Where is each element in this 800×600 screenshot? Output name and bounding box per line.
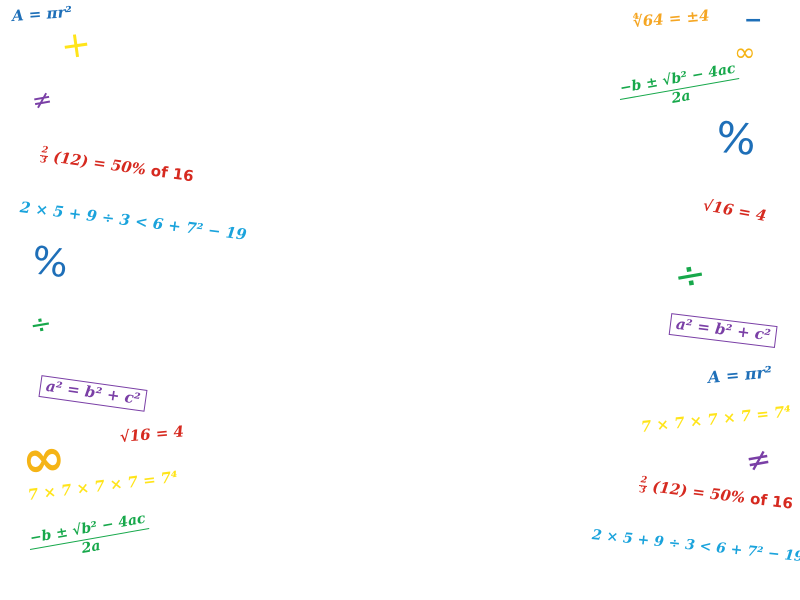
right-not-equal-sign: ≠ xyxy=(743,441,774,480)
right-percent-sign: % xyxy=(713,112,759,165)
right-circle-area-formula: A = πr² xyxy=(707,362,773,387)
left-fraction-percent-formula: 2 3 (12) = 50% of 16 xyxy=(39,145,195,187)
right-order-of-operations: 2 × 5 + 9 ÷ 3 < 6 + 7² − 19 xyxy=(591,527,800,566)
left-fraction-of: of 16 xyxy=(149,161,195,186)
right-fraction-percent-formula: 2 3 (12) = 50% of 16 xyxy=(638,475,794,515)
left-percent-sign: % xyxy=(29,237,71,287)
left-sqrt-16: √16 = 4 xyxy=(119,422,185,446)
left-fraction-denominator: 3 xyxy=(39,155,48,167)
left-divide-sign: ÷ xyxy=(27,308,55,342)
left-order-of-operations: 2 × 5 + 9 ÷ 3 < 6 + 7² − 19 xyxy=(18,198,248,244)
right-divide-sign: ÷ xyxy=(670,250,710,300)
right-sqrt-16: √16 = 4 xyxy=(701,196,768,226)
left-fraction: 2 3 xyxy=(39,145,50,167)
left-fraction-rest: (12) = 50% xyxy=(52,147,148,179)
left-infinity-sign: ∞ xyxy=(18,426,69,492)
left-not-equal-sign: ≠ xyxy=(29,84,55,116)
left-quadratic-formula: −b ± √b² − 4ac 2a xyxy=(27,511,153,567)
right-fraction-of: of 16 xyxy=(749,489,794,513)
right-fraction-rest: (12) = 50% xyxy=(651,477,747,507)
right-infinity-sign: ∞ xyxy=(734,38,756,68)
right-fraction-denominator: 3 xyxy=(638,485,647,497)
right-pythagorean-box: a² = b² + c² xyxy=(668,313,778,348)
right-minus-sign: − xyxy=(744,8,763,33)
right-fourth-root: ∜64 = ±4 xyxy=(632,6,711,31)
left-pythagorean-box: a² = b² + c² xyxy=(38,375,148,412)
left-plus-sign: + xyxy=(58,23,94,68)
right-fraction: 2 3 xyxy=(638,475,649,497)
right-power-formula: 7 × 7 × 7 × 7 = 7⁴ xyxy=(640,402,792,436)
left-circle-area-formula: A = πr² xyxy=(11,2,73,25)
right-quadratic-formula: −b ± √b² − 4ac 2a xyxy=(617,61,743,117)
